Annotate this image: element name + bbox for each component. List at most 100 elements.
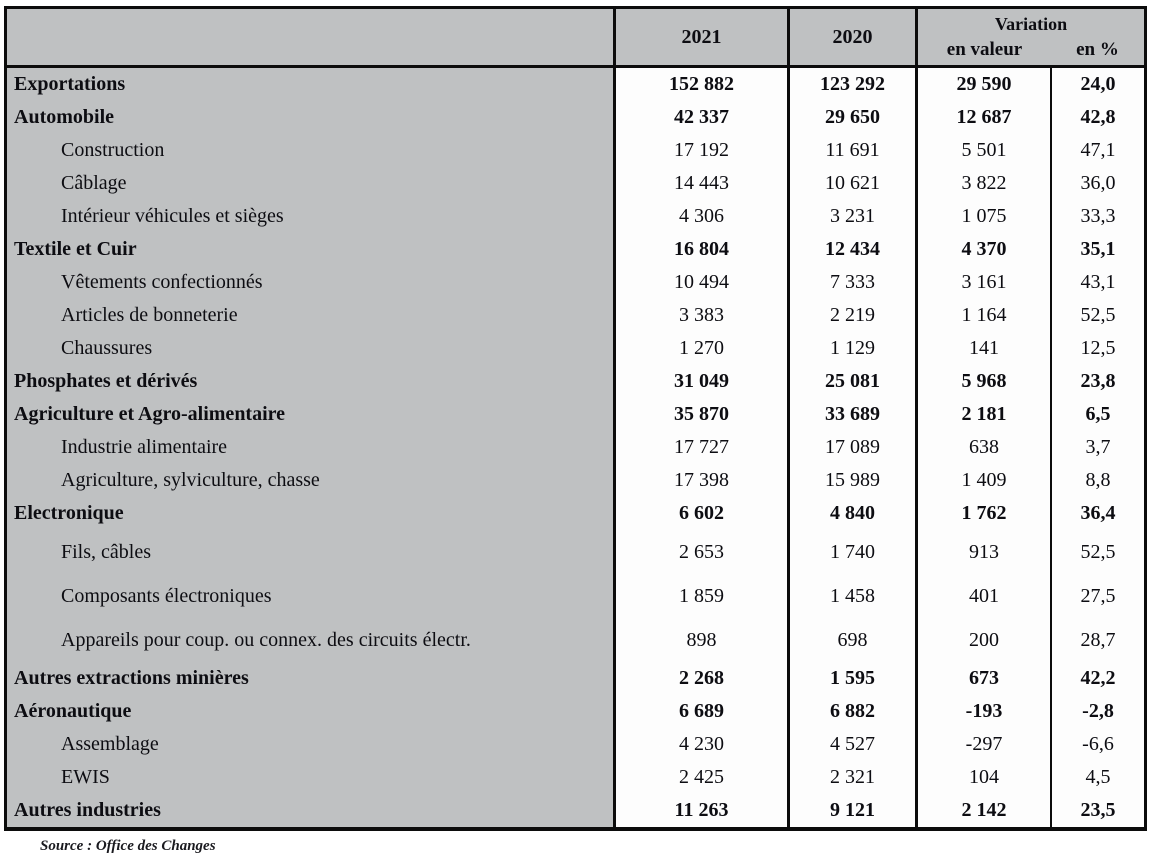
cell-2020: 4 527 [787, 728, 915, 761]
table-row: Appareils pour coup. ou connex. des circ… [7, 618, 1144, 662]
cell-2021: 898 [613, 618, 787, 662]
cell-variation-value: 3 822 [915, 167, 1050, 200]
table-row: Automobile 42 337 29 650 12 687 42,8 [7, 101, 1144, 134]
cell-variation-value: 200 [915, 618, 1050, 662]
cell-variation-value: 2 142 [915, 794, 1050, 827]
header-col-2020: 2020 [787, 9, 915, 65]
table-row: Câblage 14 443 10 621 3 822 36,0 [7, 167, 1144, 200]
cell-2021: 152 882 [613, 68, 787, 101]
cell-2020: 11 691 [787, 134, 915, 167]
cell-variation-value: 104 [915, 761, 1050, 794]
cell-2021: 6 689 [613, 695, 787, 728]
cell-variation-pct: 27,5 [1050, 574, 1144, 618]
cell-2021: 2 268 [613, 662, 787, 695]
row-label: Vêtements confectionnés [7, 266, 613, 299]
cell-variation-value: 1 164 [915, 299, 1050, 332]
row-label: EWIS [7, 761, 613, 794]
cell-variation-value: 1 762 [915, 497, 1050, 530]
header-variation-subrow: en valeur en % [918, 35, 1144, 65]
table-body: Exportations 152 882 123 292 29 590 24,0… [7, 68, 1144, 827]
cell-2020: 1 129 [787, 332, 915, 365]
cell-2020: 3 231 [787, 200, 915, 233]
row-label: Textile et Cuir [7, 233, 613, 266]
row-label: Fils, câbles [7, 530, 613, 574]
cell-2020: 1 458 [787, 574, 915, 618]
cell-variation-value: 12 687 [915, 101, 1050, 134]
cell-2021: 10 494 [613, 266, 787, 299]
table-row: Autres industries 11 263 9 121 2 142 23,… [7, 794, 1144, 827]
cell-2021: 1 270 [613, 332, 787, 365]
table-header: 2021 2020 Variation en valeur en % [7, 9, 1144, 68]
table-row: Chaussures 1 270 1 129 141 12,5 [7, 332, 1144, 365]
cell-2021: 17 398 [613, 464, 787, 497]
row-label: Automobile [7, 101, 613, 134]
cell-2021: 6 602 [613, 497, 787, 530]
cell-variation-pct: -6,6 [1050, 728, 1144, 761]
header-variation-title: Variation [994, 13, 1068, 34]
table-row: Industrie alimentaire 17 727 17 089 638 … [7, 431, 1144, 464]
cell-2021: 14 443 [613, 167, 787, 200]
cell-2020: 9 121 [787, 794, 915, 827]
header-en-pct: en % [1076, 39, 1119, 60]
cell-variation-pct: 52,5 [1050, 299, 1144, 332]
cell-variation-pct: 33,3 [1050, 200, 1144, 233]
cell-variation-value: 5 501 [915, 134, 1050, 167]
table-row: Agriculture et Agro-alimentaire 35 870 3… [7, 398, 1144, 431]
row-label: Câblage [7, 167, 613, 200]
cell-variation-value: 638 [915, 431, 1050, 464]
row-label: Exportations [7, 68, 613, 101]
cell-2020: 33 689 [787, 398, 915, 431]
header-col-2021: 2021 [613, 9, 787, 65]
row-label: Autres industries [7, 794, 613, 827]
cell-variation-pct: 43,1 [1050, 266, 1144, 299]
row-label: Composants électroniques [7, 574, 613, 618]
cell-2021: 4 230 [613, 728, 787, 761]
cell-2020: 6 882 [787, 695, 915, 728]
cell-variation-pct: 4,5 [1050, 761, 1144, 794]
cell-variation-value: 913 [915, 530, 1050, 574]
table-row: EWIS 2 425 2 321 104 4,5 [7, 761, 1144, 794]
cell-variation-value: 401 [915, 574, 1050, 618]
cell-2021: 17 727 [613, 431, 787, 464]
cell-variation-pct: 35,1 [1050, 233, 1144, 266]
table-row: Electronique 6 602 4 840 1 762 36,4 [7, 497, 1144, 530]
cell-variation-value: -297 [915, 728, 1050, 761]
cell-variation-pct: 8,8 [1050, 464, 1144, 497]
cell-2020: 15 989 [787, 464, 915, 497]
cell-variation-value: 1 075 [915, 200, 1050, 233]
cell-variation-pct: 42,8 [1050, 101, 1144, 134]
header-empty-cell [7, 9, 613, 65]
row-label: Construction [7, 134, 613, 167]
row-label: Assemblage [7, 728, 613, 761]
cell-2020: 698 [787, 618, 915, 662]
exports-table: 2021 2020 Variation en valeur en % Expor… [4, 6, 1147, 831]
table-row: Autres extractions minières 2 268 1 595 … [7, 662, 1144, 695]
cell-2021: 16 804 [613, 233, 787, 266]
cell-variation-pct: -2,8 [1050, 695, 1144, 728]
row-label: Industrie alimentaire [7, 431, 613, 464]
cell-2021: 3 383 [613, 299, 787, 332]
cell-2020: 7 333 [787, 266, 915, 299]
table-row: Articles de bonneterie 3 383 2 219 1 164… [7, 299, 1144, 332]
cell-variation-pct: 24,0 [1050, 68, 1144, 101]
cell-2020: 12 434 [787, 233, 915, 266]
cell-2020: 123 292 [787, 68, 915, 101]
cell-variation-pct: 23,8 [1050, 365, 1144, 398]
row-label: Intérieur véhicules et sièges [7, 200, 613, 233]
cell-2021: 1 859 [613, 574, 787, 618]
cell-2020: 2 321 [787, 761, 915, 794]
cell-2020: 25 081 [787, 365, 915, 398]
cell-2021: 42 337 [613, 101, 787, 134]
row-label: Aéronautique [7, 695, 613, 728]
cell-2021: 4 306 [613, 200, 787, 233]
cell-2020: 10 621 [787, 167, 915, 200]
cell-variation-pct: 36,4 [1050, 497, 1144, 530]
row-label: Agriculture et Agro-alimentaire [7, 398, 613, 431]
cell-2020: 4 840 [787, 497, 915, 530]
cell-variation-pct: 28,7 [1050, 618, 1144, 662]
header-variation-group: Variation en valeur en % [915, 9, 1144, 65]
cell-2020: 1 595 [787, 662, 915, 695]
row-label: Appareils pour coup. ou connex. des circ… [7, 618, 613, 662]
cell-2020: 17 089 [787, 431, 915, 464]
table-row: Intérieur véhicules et sièges 4 306 3 23… [7, 200, 1144, 233]
